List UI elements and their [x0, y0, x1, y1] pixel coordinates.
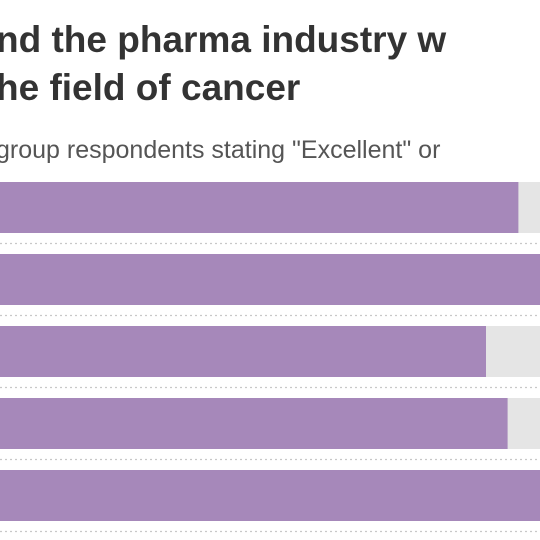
- bar: [0, 326, 486, 377]
- bar: [0, 254, 540, 305]
- chart-subtitle: group respondents stating "Excellent" or: [0, 136, 440, 164]
- bar: [0, 470, 540, 521]
- chart-title: nd the pharma industry w: [0, 19, 446, 60]
- bar: [0, 182, 519, 233]
- bar: [0, 398, 508, 449]
- chart-title: he field of cancer: [0, 67, 300, 108]
